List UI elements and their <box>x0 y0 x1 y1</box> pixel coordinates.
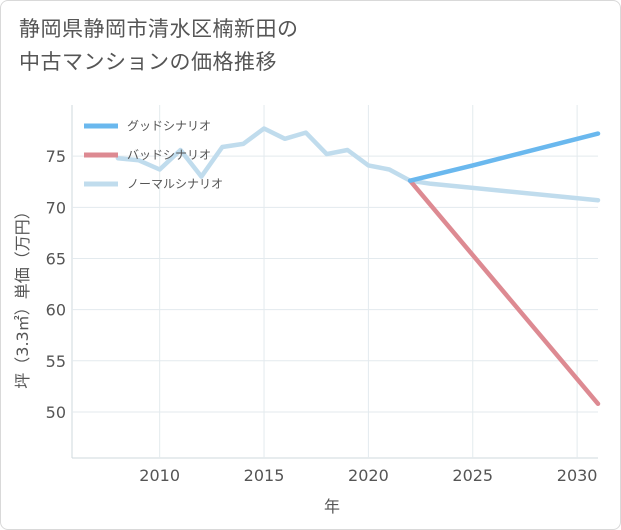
legend-label-0: グッドシナリオ <box>127 119 211 133</box>
x-tick-label: 2020 <box>348 466 389 485</box>
x-tick-label: 2015 <box>244 466 285 485</box>
chart-title-line-1: 静岡県静岡市清水区楠新田の <box>19 17 299 41</box>
series-line-1 <box>407 178 601 407</box>
grid-lines <box>71 105 598 459</box>
y-tick-label: 70 <box>46 198 66 217</box>
legend-label-1: バッドシナリオ <box>127 148 211 162</box>
y-tick-label: 55 <box>46 352 66 371</box>
x-tick-label: 2030 <box>557 466 598 485</box>
chart-title: 静岡県静岡市清水区楠新田の 中古マンションの価格推移 <box>19 13 579 79</box>
y-axis-label: 坪（3.3㎡）単価（万円） <box>13 203 32 388</box>
y-tick-label: 65 <box>46 249 66 268</box>
y-tick-label: 60 <box>46 301 66 320</box>
series-lines <box>115 126 601 407</box>
x-axis-label: 年 <box>324 497 340 516</box>
series-line-0 <box>407 131 601 183</box>
y-tick-label: 50 <box>46 403 66 422</box>
x-tick-label: 2010 <box>139 466 180 485</box>
axis-ticks: 50 55 60 65 70 75 2010 2015 2020 2025 2030 <box>46 147 598 485</box>
y-tick-label: 75 <box>46 147 66 166</box>
x-tick-label: 2025 <box>452 466 493 485</box>
legend-label-2: ノーマルシナリオ <box>127 177 223 191</box>
chart-title-line-2: 中古マンションの価格推移 <box>19 50 277 74</box>
